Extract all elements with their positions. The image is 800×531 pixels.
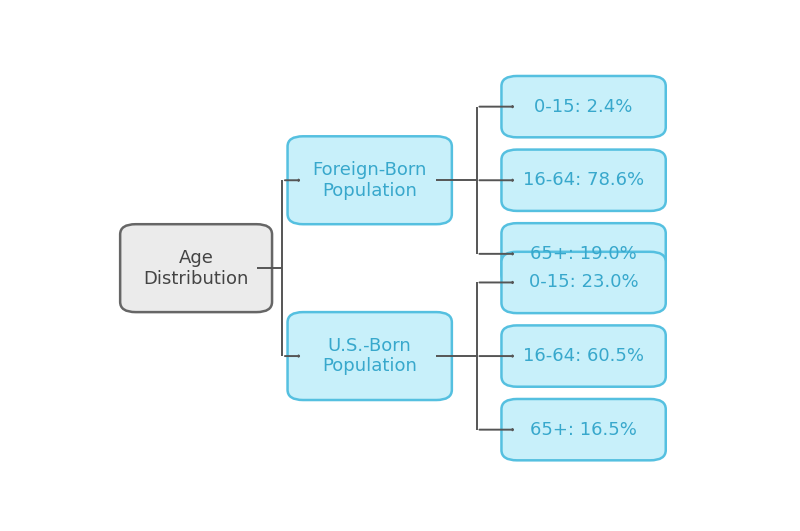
- Text: 65+: 19.0%: 65+: 19.0%: [530, 245, 637, 263]
- FancyBboxPatch shape: [502, 223, 666, 285]
- Text: 0-15: 2.4%: 0-15: 2.4%: [534, 98, 633, 116]
- FancyBboxPatch shape: [287, 312, 452, 400]
- Text: 65+: 16.5%: 65+: 16.5%: [530, 421, 637, 439]
- FancyBboxPatch shape: [502, 326, 666, 387]
- FancyBboxPatch shape: [502, 252, 666, 313]
- Text: Foreign-Born
Population: Foreign-Born Population: [313, 161, 427, 200]
- Text: 16-64: 60.5%: 16-64: 60.5%: [523, 347, 644, 365]
- FancyBboxPatch shape: [502, 150, 666, 211]
- Text: U.S.-Born
Population: U.S.-Born Population: [322, 337, 417, 375]
- Text: 0-15: 23.0%: 0-15: 23.0%: [529, 273, 638, 292]
- FancyBboxPatch shape: [287, 136, 452, 224]
- Text: 16-64: 78.6%: 16-64: 78.6%: [523, 172, 644, 189]
- FancyBboxPatch shape: [502, 76, 666, 138]
- FancyBboxPatch shape: [502, 399, 666, 460]
- FancyBboxPatch shape: [120, 224, 272, 312]
- Text: Age
Distribution: Age Distribution: [143, 249, 249, 288]
